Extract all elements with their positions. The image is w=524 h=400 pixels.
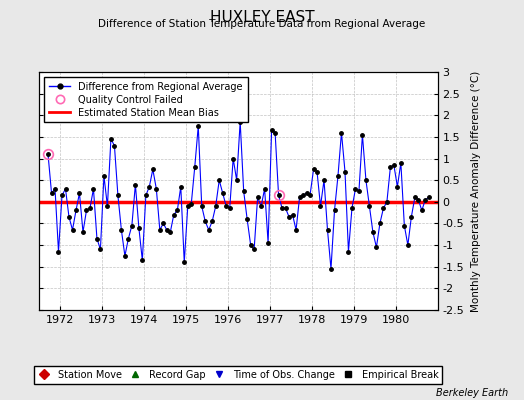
Y-axis label: Monthly Temperature Anomaly Difference (°C): Monthly Temperature Anomaly Difference (…	[471, 70, 481, 312]
Text: HUXLEY EAST: HUXLEY EAST	[210, 10, 314, 25]
Text: Difference of Station Temperature Data from Regional Average: Difference of Station Temperature Data f…	[99, 19, 425, 29]
Text: Berkeley Earth: Berkeley Earth	[436, 388, 508, 398]
Legend: Station Move, Record Gap, Time of Obs. Change, Empirical Break: Station Move, Record Gap, Time of Obs. C…	[35, 366, 442, 384]
